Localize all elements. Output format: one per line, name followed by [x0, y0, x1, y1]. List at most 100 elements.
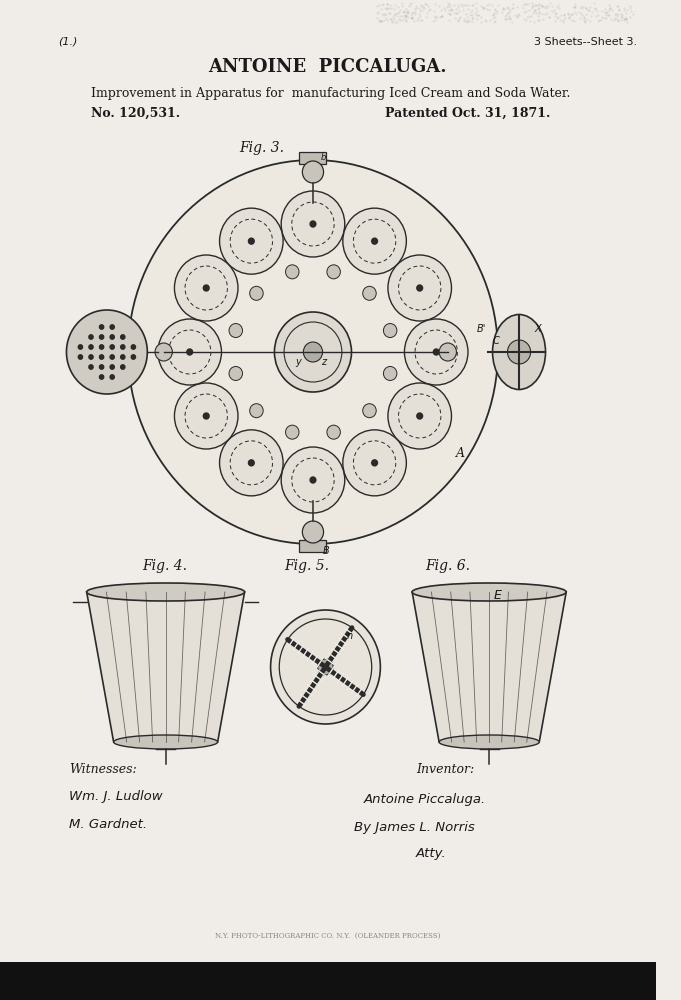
Circle shape	[204, 413, 209, 419]
Circle shape	[110, 375, 114, 379]
Ellipse shape	[439, 735, 539, 749]
Circle shape	[89, 365, 93, 369]
Circle shape	[121, 355, 125, 359]
Circle shape	[249, 460, 254, 466]
Circle shape	[285, 265, 299, 279]
Text: Improvement in Apparatus for  manufacturing Iced Cream and Soda Water.: Improvement in Apparatus for manufacturi…	[91, 87, 571, 100]
Text: Fig. 6.: Fig. 6.	[426, 559, 471, 573]
Circle shape	[343, 208, 407, 274]
Circle shape	[310, 477, 316, 483]
Circle shape	[507, 340, 530, 364]
Text: Antoine Piccaluga.: Antoine Piccaluga.	[364, 793, 486, 806]
Circle shape	[67, 310, 147, 394]
Circle shape	[99, 355, 104, 359]
Circle shape	[302, 521, 323, 543]
Circle shape	[383, 366, 397, 380]
Circle shape	[229, 366, 242, 380]
Circle shape	[110, 345, 114, 349]
Circle shape	[158, 319, 221, 385]
Text: ANTOINE  PICCALUGA.: ANTOINE PICCALUGA.	[208, 58, 447, 76]
Circle shape	[219, 208, 283, 274]
Circle shape	[327, 425, 340, 439]
Ellipse shape	[114, 735, 218, 749]
Text: C: C	[493, 336, 500, 346]
Text: E: E	[494, 589, 502, 602]
Circle shape	[78, 345, 82, 349]
Circle shape	[99, 335, 104, 339]
Circle shape	[219, 430, 283, 496]
Circle shape	[433, 349, 439, 355]
Circle shape	[89, 355, 93, 359]
Text: Patented Oct. 31, 1871.: Patented Oct. 31, 1871.	[385, 107, 550, 120]
Circle shape	[285, 425, 299, 439]
Circle shape	[388, 255, 452, 321]
Circle shape	[131, 345, 136, 349]
Text: n: n	[347, 631, 353, 641]
Circle shape	[439, 343, 456, 361]
Text: B: B	[323, 546, 330, 556]
Circle shape	[250, 404, 263, 418]
Circle shape	[274, 312, 351, 392]
Ellipse shape	[492, 314, 545, 389]
Circle shape	[310, 221, 316, 227]
Text: Atty.: Atty.	[416, 847, 447, 860]
Circle shape	[121, 345, 125, 349]
Circle shape	[110, 335, 114, 339]
Circle shape	[388, 383, 452, 449]
Circle shape	[121, 335, 125, 339]
Circle shape	[250, 286, 263, 300]
Ellipse shape	[412, 583, 566, 601]
Circle shape	[303, 342, 323, 362]
Circle shape	[99, 325, 104, 329]
Polygon shape	[412, 592, 566, 742]
Circle shape	[281, 447, 345, 513]
Circle shape	[229, 324, 242, 338]
Circle shape	[372, 238, 377, 244]
Circle shape	[99, 375, 104, 379]
Circle shape	[372, 460, 377, 466]
Circle shape	[302, 161, 323, 183]
Circle shape	[204, 285, 209, 291]
Text: Fig. 3.: Fig. 3.	[239, 141, 284, 155]
Bar	[300, 152, 326, 164]
Bar	[300, 540, 326, 552]
Circle shape	[128, 160, 498, 544]
Circle shape	[363, 286, 376, 300]
Circle shape	[281, 191, 345, 257]
Circle shape	[327, 265, 340, 279]
Circle shape	[405, 319, 468, 385]
Circle shape	[131, 355, 136, 359]
Circle shape	[174, 383, 238, 449]
Circle shape	[174, 255, 238, 321]
Circle shape	[417, 413, 423, 419]
Text: 3 Sheets--Sheet 3.: 3 Sheets--Sheet 3.	[535, 37, 637, 47]
Circle shape	[383, 324, 397, 338]
Text: M. Gardnet.: M. Gardnet.	[69, 818, 148, 831]
Circle shape	[110, 325, 114, 329]
Circle shape	[78, 355, 82, 359]
Text: Wm. J. Ludlow: Wm. J. Ludlow	[69, 790, 163, 803]
Text: By James L. Norris: By James L. Norris	[354, 821, 475, 834]
Bar	[0, 962, 656, 1000]
Circle shape	[89, 345, 93, 349]
Circle shape	[270, 610, 381, 724]
Circle shape	[187, 349, 193, 355]
Text: No. 120,531.: No. 120,531.	[91, 107, 180, 120]
Circle shape	[249, 238, 254, 244]
Circle shape	[89, 335, 93, 339]
Circle shape	[343, 430, 407, 496]
Text: y: y	[296, 357, 302, 367]
Text: z: z	[321, 357, 326, 367]
Circle shape	[363, 404, 376, 418]
Text: Witnesses:: Witnesses:	[69, 763, 137, 776]
Text: X: X	[535, 324, 541, 334]
Circle shape	[110, 355, 114, 359]
Circle shape	[99, 365, 104, 369]
Text: b: b	[321, 153, 326, 162]
Text: Inventor:: Inventor:	[416, 763, 474, 776]
Text: (1.): (1.)	[58, 37, 77, 47]
Ellipse shape	[86, 583, 244, 601]
Circle shape	[121, 365, 125, 369]
Text: A: A	[456, 447, 464, 460]
Text: B': B'	[477, 324, 486, 334]
